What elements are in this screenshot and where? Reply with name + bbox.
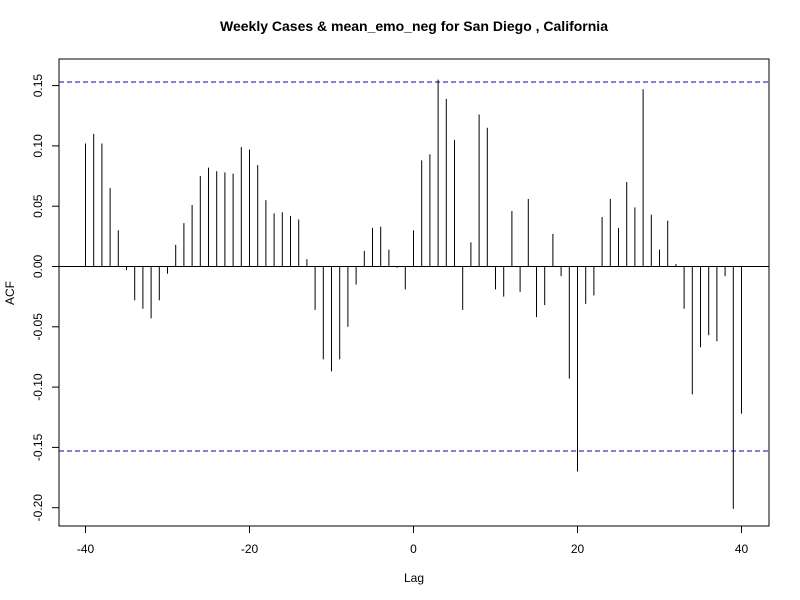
y-tick-label: -0.10 [31, 373, 45, 401]
confidence-bounds [59, 81, 769, 452]
y-tick-label: -0.05 [31, 313, 45, 341]
x-tick-label: -20 [241, 542, 259, 556]
x-tick-label: 0 [410, 542, 417, 556]
plot-frame [58, 58, 770, 527]
y-tick-label: 0.10 [31, 134, 45, 158]
y-tick-label: -0.20 [31, 494, 45, 522]
chart-title: Weekly Cases & mean_emo_neg for San Dieg… [220, 18, 608, 34]
x-tick-label: 20 [571, 542, 585, 556]
x-axis: -40 -20 0 20 40 [77, 525, 749, 556]
x-axis-title: Lag [404, 571, 424, 585]
x-tick-label: 40 [735, 542, 749, 556]
y-tick-label: -0.15 [31, 433, 45, 461]
y-tick-label: 0.15 [31, 74, 45, 98]
y-axis: -0.20 -0.15 -0.10 -0.05 0.00 0.05 0.10 0.15 [31, 74, 60, 522]
y-tick-label: 0.05 [31, 194, 45, 218]
x-tick-label: -40 [77, 542, 95, 556]
y-tick-label: 0.00 [31, 254, 45, 278]
y-axis-title: ACF [3, 281, 17, 305]
acf-bars [85, 79, 742, 509]
